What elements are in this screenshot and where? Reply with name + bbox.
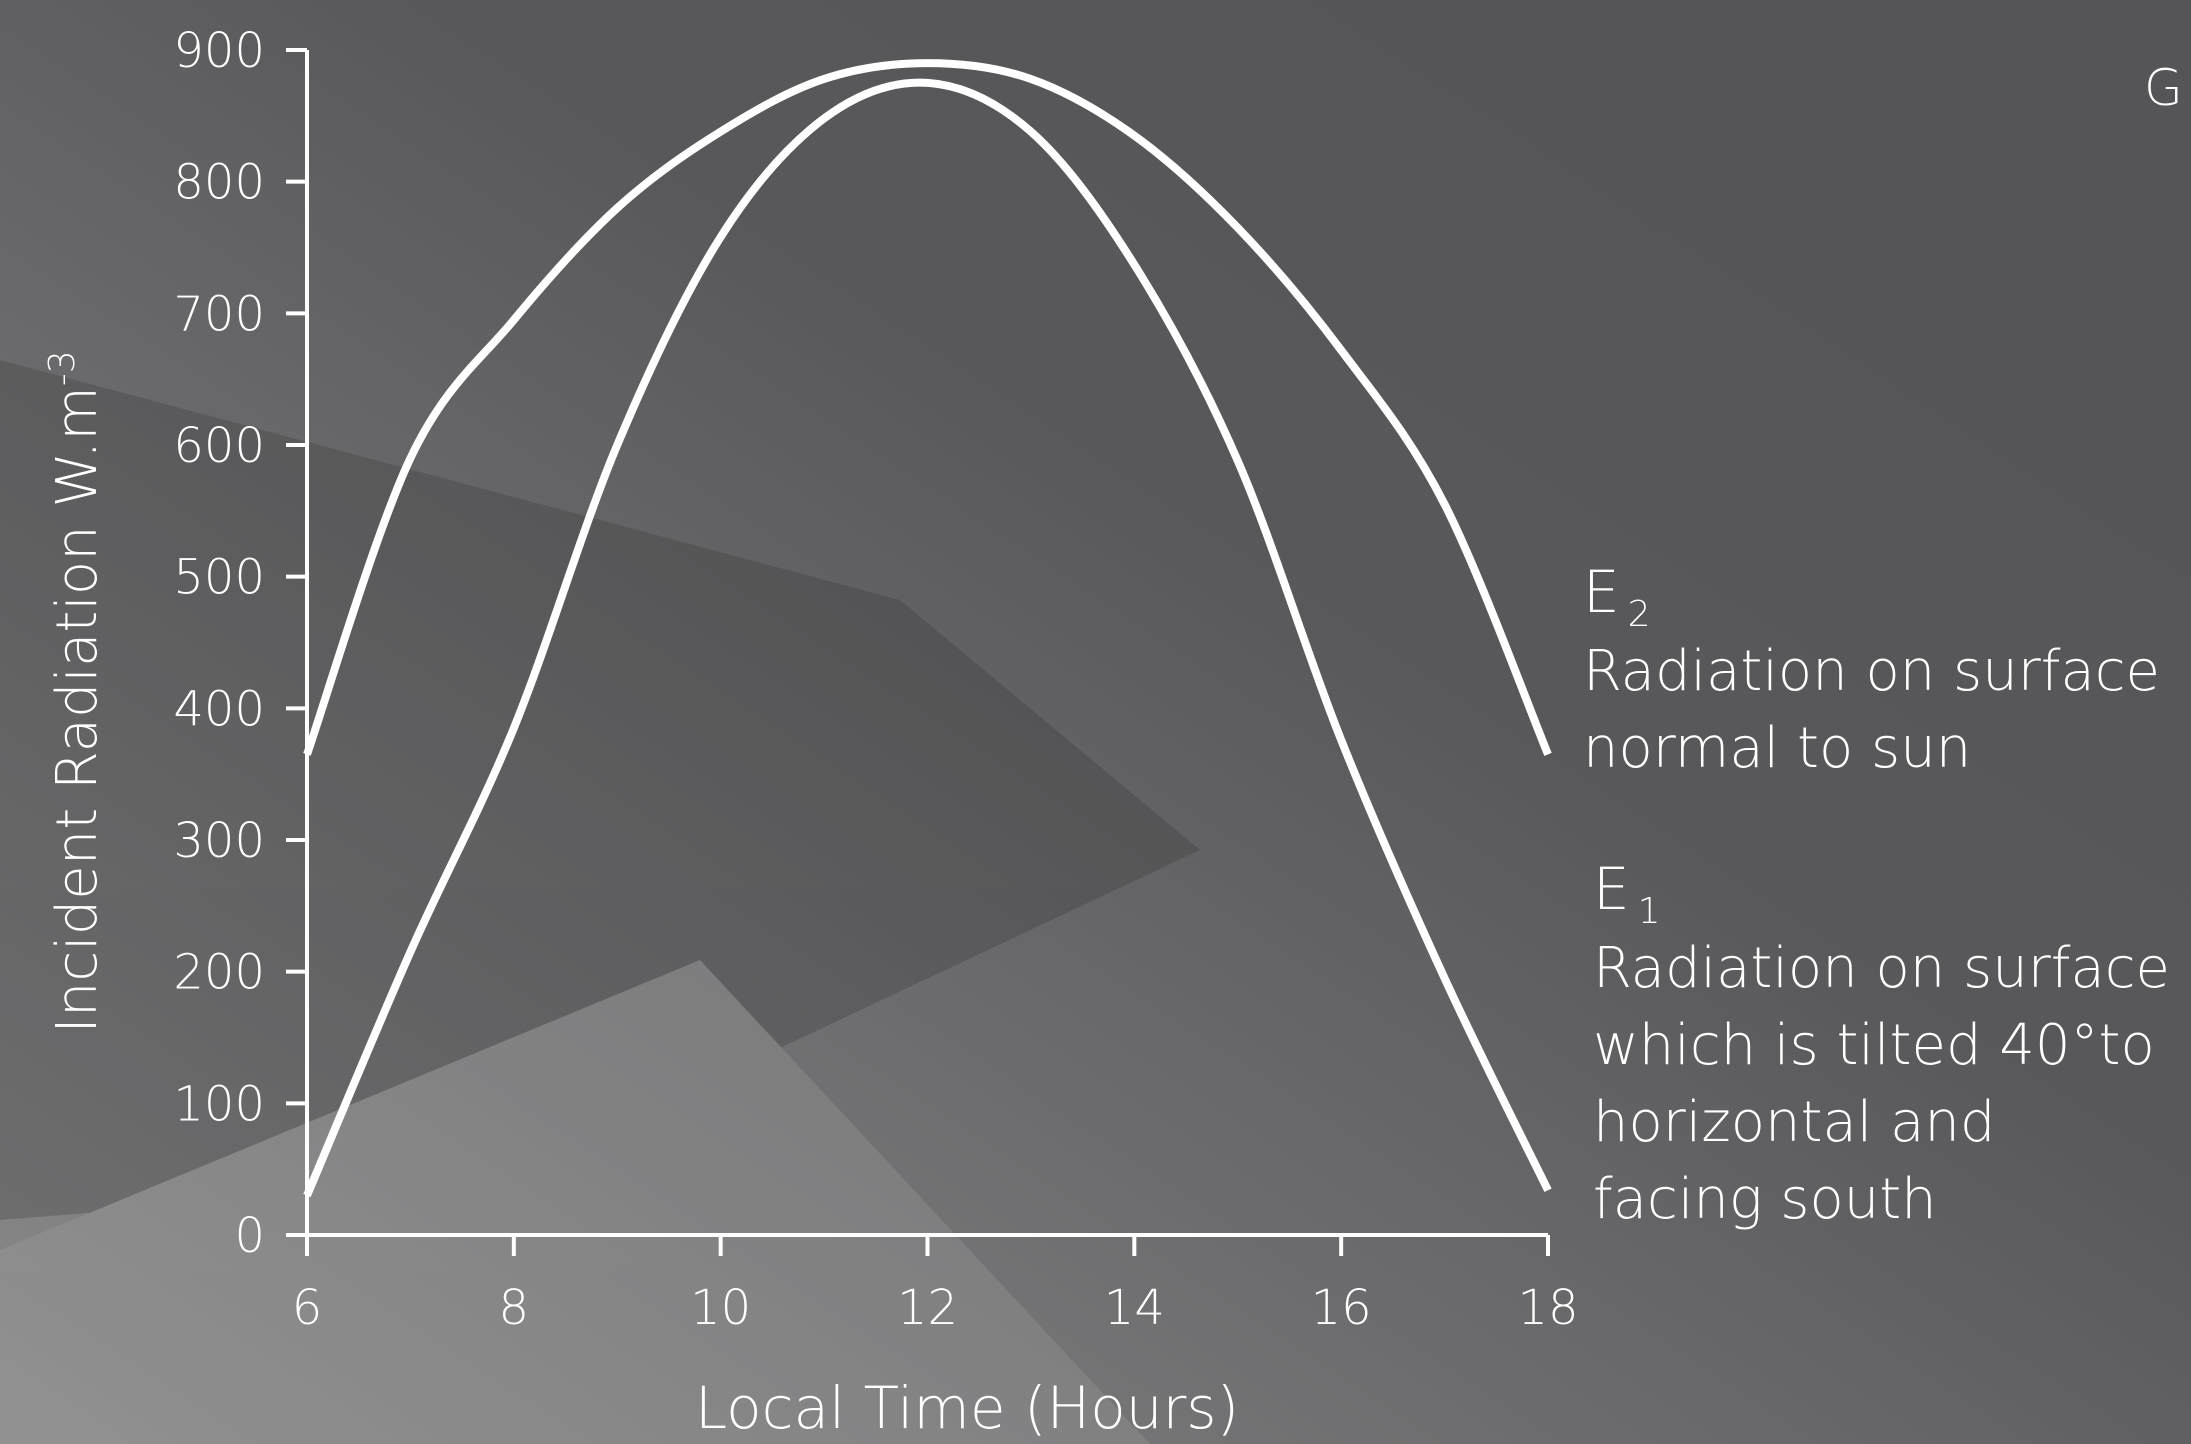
y-tick-label: 200: [173, 945, 265, 1001]
x-tick-label: 10: [690, 1280, 751, 1336]
y-tick-label: 700: [173, 286, 265, 342]
series-line: [303, 59, 1552, 756]
legend-name: E: [1593, 855, 1630, 923]
legend-description: which is tilted 40°to: [1593, 1013, 2155, 1078]
legend-subscript: 2: [1628, 594, 1651, 635]
x-tick-label: 16: [1311, 1280, 1372, 1336]
y-tick-label: 400: [173, 681, 265, 737]
x-tick-label: 6: [292, 1280, 323, 1336]
y-tick-label: 0: [234, 1208, 265, 1264]
x-tick-label: 14: [1104, 1280, 1165, 1336]
y-tick-label: 500: [173, 550, 265, 606]
legend-subscript: 1: [1638, 891, 1661, 932]
series-line: [303, 78, 1552, 1198]
legend-name: E: [1583, 558, 1620, 626]
y-axis-title-text: Incident Radiation W.m: [45, 386, 110, 1033]
y-axis-title: Incident Radiation W.m-3: [42, 350, 110, 1033]
y-tick-label: 600: [173, 418, 265, 474]
y-axis-title-superscript: -3: [42, 350, 83, 386]
legend-description: horizontal and: [1593, 1090, 1995, 1155]
corner-text: G: [2144, 59, 2183, 117]
y-tick-label: 800: [173, 155, 265, 211]
legend-description: normal to sun: [1583, 716, 1971, 781]
x-tick-label: 12: [897, 1280, 958, 1336]
y-tick-label: 100: [173, 1076, 265, 1132]
x-tick-label: 8: [499, 1280, 530, 1336]
legend-description: Radiation on surface: [1583, 639, 2160, 704]
y-tick-label: 300: [173, 813, 265, 869]
x-tick-label: 18: [1517, 1280, 1578, 1336]
x-axis-title: Local Time (Hours): [695, 1374, 1239, 1442]
legend-description: facing south: [1593, 1167, 1937, 1232]
y-tick-label: 900: [173, 23, 265, 79]
legend-description: Radiation on surface: [1593, 936, 2170, 1001]
